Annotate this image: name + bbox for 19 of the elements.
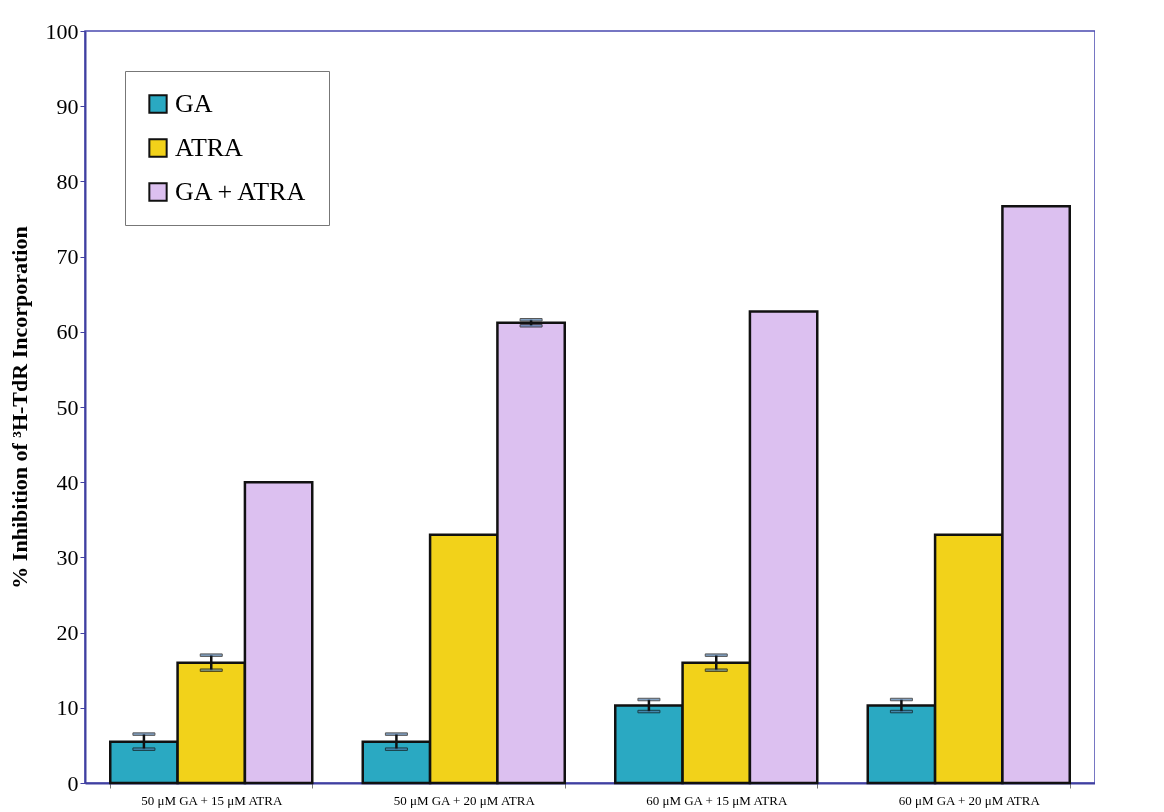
- y-tick-label: 90: [56, 93, 79, 119]
- y-tick-label: 100: [45, 18, 79, 44]
- x-tick-label: 60 μM GA + 15 μM ATRA: [646, 792, 788, 808]
- legend-label: ATRA: [175, 133, 244, 162]
- x-tick-label: 50 μM GA + 15 μM ATRA: [141, 792, 283, 808]
- y-tick-label: 60: [56, 319, 79, 345]
- y-tick-label: 40: [56, 469, 79, 495]
- y-tick-label: 10: [56, 695, 79, 721]
- y-tick-label: 20: [56, 620, 79, 646]
- y-tick-label: 80: [56, 168, 79, 194]
- legend-label: GA + ATRA: [175, 177, 306, 206]
- x-tick-label: 60 μM GA + 20 μM ATRA: [898, 792, 1041, 808]
- x-tick-label: 50 μM GA + 20 μM ATRA: [393, 792, 536, 808]
- y-tick-label: 70: [56, 244, 79, 270]
- y-tick-label: 50: [56, 394, 79, 420]
- legend-label: GA: [175, 89, 213, 118]
- y-tick-label: 30: [56, 544, 79, 570]
- y-axis-title: % Inhibition of ³H-TdR Incorporation: [6, 226, 32, 589]
- y-tick-label: 0: [67, 770, 79, 796]
